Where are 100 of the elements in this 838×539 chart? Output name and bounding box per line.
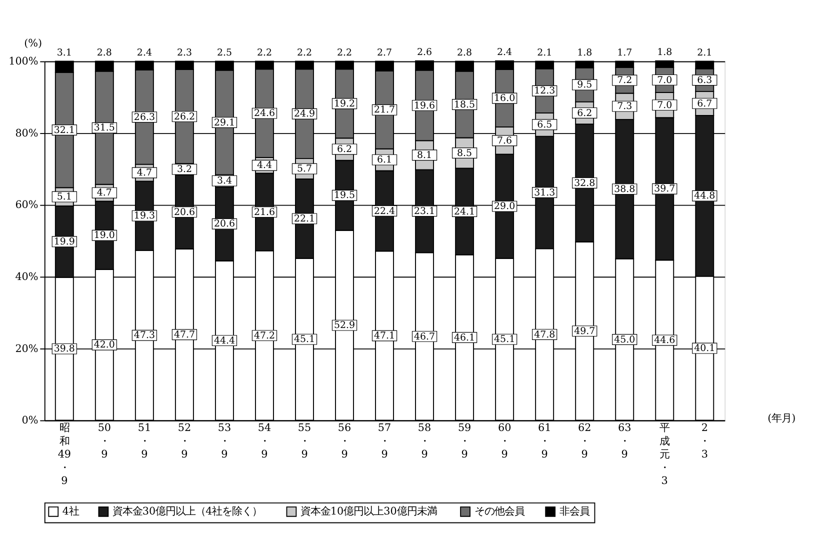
data-label: 44.4 <box>214 335 235 346</box>
y-tick-label: 20% <box>15 342 38 355</box>
data-label: 7.6 <box>497 135 512 146</box>
data-label: 32.1 <box>54 124 75 136</box>
data-label: 3.2 <box>176 164 192 176</box>
x-tick-label: 昭和49・9 <box>58 422 72 488</box>
data-label: 4.4 <box>256 160 272 172</box>
x-tick-label: 57・9 <box>378 422 392 461</box>
x-tick-label: 52・9 <box>178 422 192 461</box>
data-label: 40.1 <box>694 343 716 354</box>
x-tick-label: 61・9 <box>538 422 552 461</box>
data-label: 2.6 <box>417 47 432 58</box>
data-label: 2.4 <box>136 48 152 59</box>
data-label: 46.1 <box>454 332 476 344</box>
data-label: 7.2 <box>617 75 632 86</box>
data-label: 38.8 <box>614 184 636 195</box>
x-tick-label: 63・9 <box>618 422 632 461</box>
data-label: 39.8 <box>54 344 75 355</box>
y-tick-label: 100% <box>8 56 38 68</box>
data-label: 19.6 <box>414 100 436 112</box>
data-label: 24.1 <box>454 206 476 218</box>
data-label: 21.6 <box>254 206 275 218</box>
legend-label: 資本金10億円以上30億円未満 <box>300 506 437 518</box>
data-label: 19.9 <box>54 236 75 248</box>
data-label: 6.1 <box>377 154 392 166</box>
data-label: 16.0 <box>494 93 516 104</box>
data-label: 19.2 <box>334 98 356 110</box>
data-label: 47.8 <box>534 329 556 340</box>
legend-label: 資本金30億円以上（4社を除く） <box>112 506 262 518</box>
data-label: 6.2 <box>336 144 352 156</box>
data-label: 26.3 <box>134 112 155 123</box>
data-label: 1.8 <box>657 47 672 58</box>
y-tick-label: 60% <box>15 199 38 212</box>
data-label: 32.8 <box>574 178 596 189</box>
x-tick-label: 60・9 <box>498 422 512 461</box>
x-tick-label: 56・9 <box>338 422 352 461</box>
data-label: 44.6 <box>654 335 676 346</box>
data-label: 4.7 <box>136 168 152 179</box>
data-label: 2.2 <box>296 48 312 59</box>
data-label: 7.3 <box>617 101 632 112</box>
data-label: 21.7 <box>374 104 396 116</box>
legend-label: 非会員 <box>559 506 590 518</box>
data-label: 19.3 <box>134 210 155 222</box>
data-label: 2.2 <box>256 48 272 59</box>
data-label: 42.0 <box>94 340 115 351</box>
data-label: 22.4 <box>374 206 396 217</box>
data-label: 6.7 <box>697 98 712 110</box>
x-tick-label: 2・3 <box>700 422 710 461</box>
data-label: 8.1 <box>417 150 432 161</box>
data-label: 31.3 <box>534 187 556 198</box>
data-label: 2.1 <box>697 48 712 59</box>
data-label: 26.2 <box>174 111 195 122</box>
data-label: 6.5 <box>537 119 552 130</box>
x-tick-label: 50・9 <box>98 422 112 461</box>
x-tick-label: 55・9 <box>298 422 312 461</box>
data-label: 2.1 <box>537 48 552 59</box>
data-label: 2.4 <box>497 47 512 58</box>
data-label: 3.1 <box>56 48 72 59</box>
x-tick-label: 51・9 <box>138 422 152 461</box>
data-label: 23.1 <box>414 206 436 217</box>
data-label: 2.5 <box>216 48 232 59</box>
data-label: 47.2 <box>254 330 275 342</box>
data-label: 18.5 <box>454 99 476 110</box>
data-label: 1.7 <box>617 48 632 59</box>
data-label: 19.5 <box>334 190 356 202</box>
x-tick-label: 平成元・3 <box>660 422 670 488</box>
data-label: 2.8 <box>457 48 472 59</box>
data-label: 22.1 <box>294 214 315 225</box>
data-label: 45.0 <box>614 334 636 346</box>
data-label: 4.7 <box>96 188 112 199</box>
data-label: 19.0 <box>94 230 115 242</box>
data-label: 45.1 <box>494 334 516 346</box>
data-label: 45.1 <box>294 334 315 346</box>
data-label: 7.0 <box>657 100 672 111</box>
data-label: 24.6 <box>254 108 275 120</box>
data-label: 47.3 <box>134 330 155 342</box>
data-label: 52.9 <box>334 320 356 332</box>
y-tick-label: 80% <box>15 127 38 140</box>
data-label: 6.3 <box>697 74 712 86</box>
x-tick-label: 58・9 <box>418 422 432 461</box>
x-tick-label: 53・9 <box>218 422 232 461</box>
data-label: 46.7 <box>414 331 436 342</box>
data-label: 47.1 <box>374 330 396 342</box>
y-tick-label: 0% <box>22 414 38 427</box>
data-label: 5.7 <box>296 164 312 175</box>
data-label: 49.7 <box>574 326 596 337</box>
data-label: 29.0 <box>494 201 516 212</box>
legend-label: その他会員 <box>474 506 524 518</box>
data-label: 31.5 <box>94 122 115 134</box>
data-label: 20.6 <box>174 206 195 218</box>
legend-label: 4社 <box>62 506 79 518</box>
y-axis-title: (%) <box>24 38 42 50</box>
data-label: 5.1 <box>56 192 72 203</box>
data-label: 39.7 <box>654 184 676 195</box>
data-label: 2.7 <box>377 48 392 59</box>
data-label: 1.8 <box>577 48 592 59</box>
data-label: 47.7 <box>174 329 195 340</box>
data-label: 12.3 <box>534 86 556 97</box>
data-label: 2.3 <box>176 48 192 59</box>
data-label: 7.0 <box>657 74 672 86</box>
